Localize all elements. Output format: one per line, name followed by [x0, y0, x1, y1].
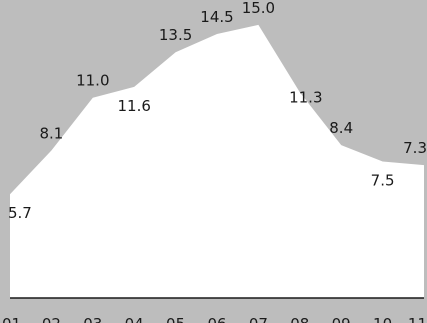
data-label-04: 11.6 — [117, 97, 150, 115]
x-tick-10: 10 — [373, 315, 392, 323]
data-label-05: 13.5 — [159, 26, 192, 44]
x-tick-labels: 01 02 03 04 05 06 07 08 09 10 11 — [2, 315, 427, 323]
data-label-06: 14.5 — [200, 8, 233, 26]
data-label-03: 11.0 — [76, 72, 109, 90]
area-series — [10, 24, 424, 298]
x-tick-03: 03 — [83, 315, 102, 323]
x-tick-11: 11 — [408, 315, 427, 323]
data-labels: 5.7 8.1 11.0 11.6 13.5 14.5 15.0 11.3 8.4 7.5 7.3 — [8, 0, 427, 222]
data-label-10: 7.5 — [371, 172, 395, 190]
data-label-08: 11.3 — [289, 88, 322, 106]
x-tick-05: 05 — [166, 315, 185, 323]
x-tick-09: 09 — [332, 315, 351, 323]
data-label-09: 8.4 — [329, 119, 353, 137]
data-label-02: 8.1 — [39, 125, 63, 143]
x-tick-01: 01 — [2, 315, 21, 323]
x-tick-07: 07 — [249, 315, 268, 323]
data-label-11: 7.3 — [403, 139, 427, 157]
x-tick-04: 04 — [125, 315, 144, 323]
data-label-01: 5.7 — [8, 204, 32, 222]
x-tick-08: 08 — [290, 315, 309, 323]
x-tick-02: 02 — [42, 315, 61, 323]
x-tick-06: 06 — [207, 315, 226, 323]
data-label-07: 15.0 — [242, 0, 275, 17]
